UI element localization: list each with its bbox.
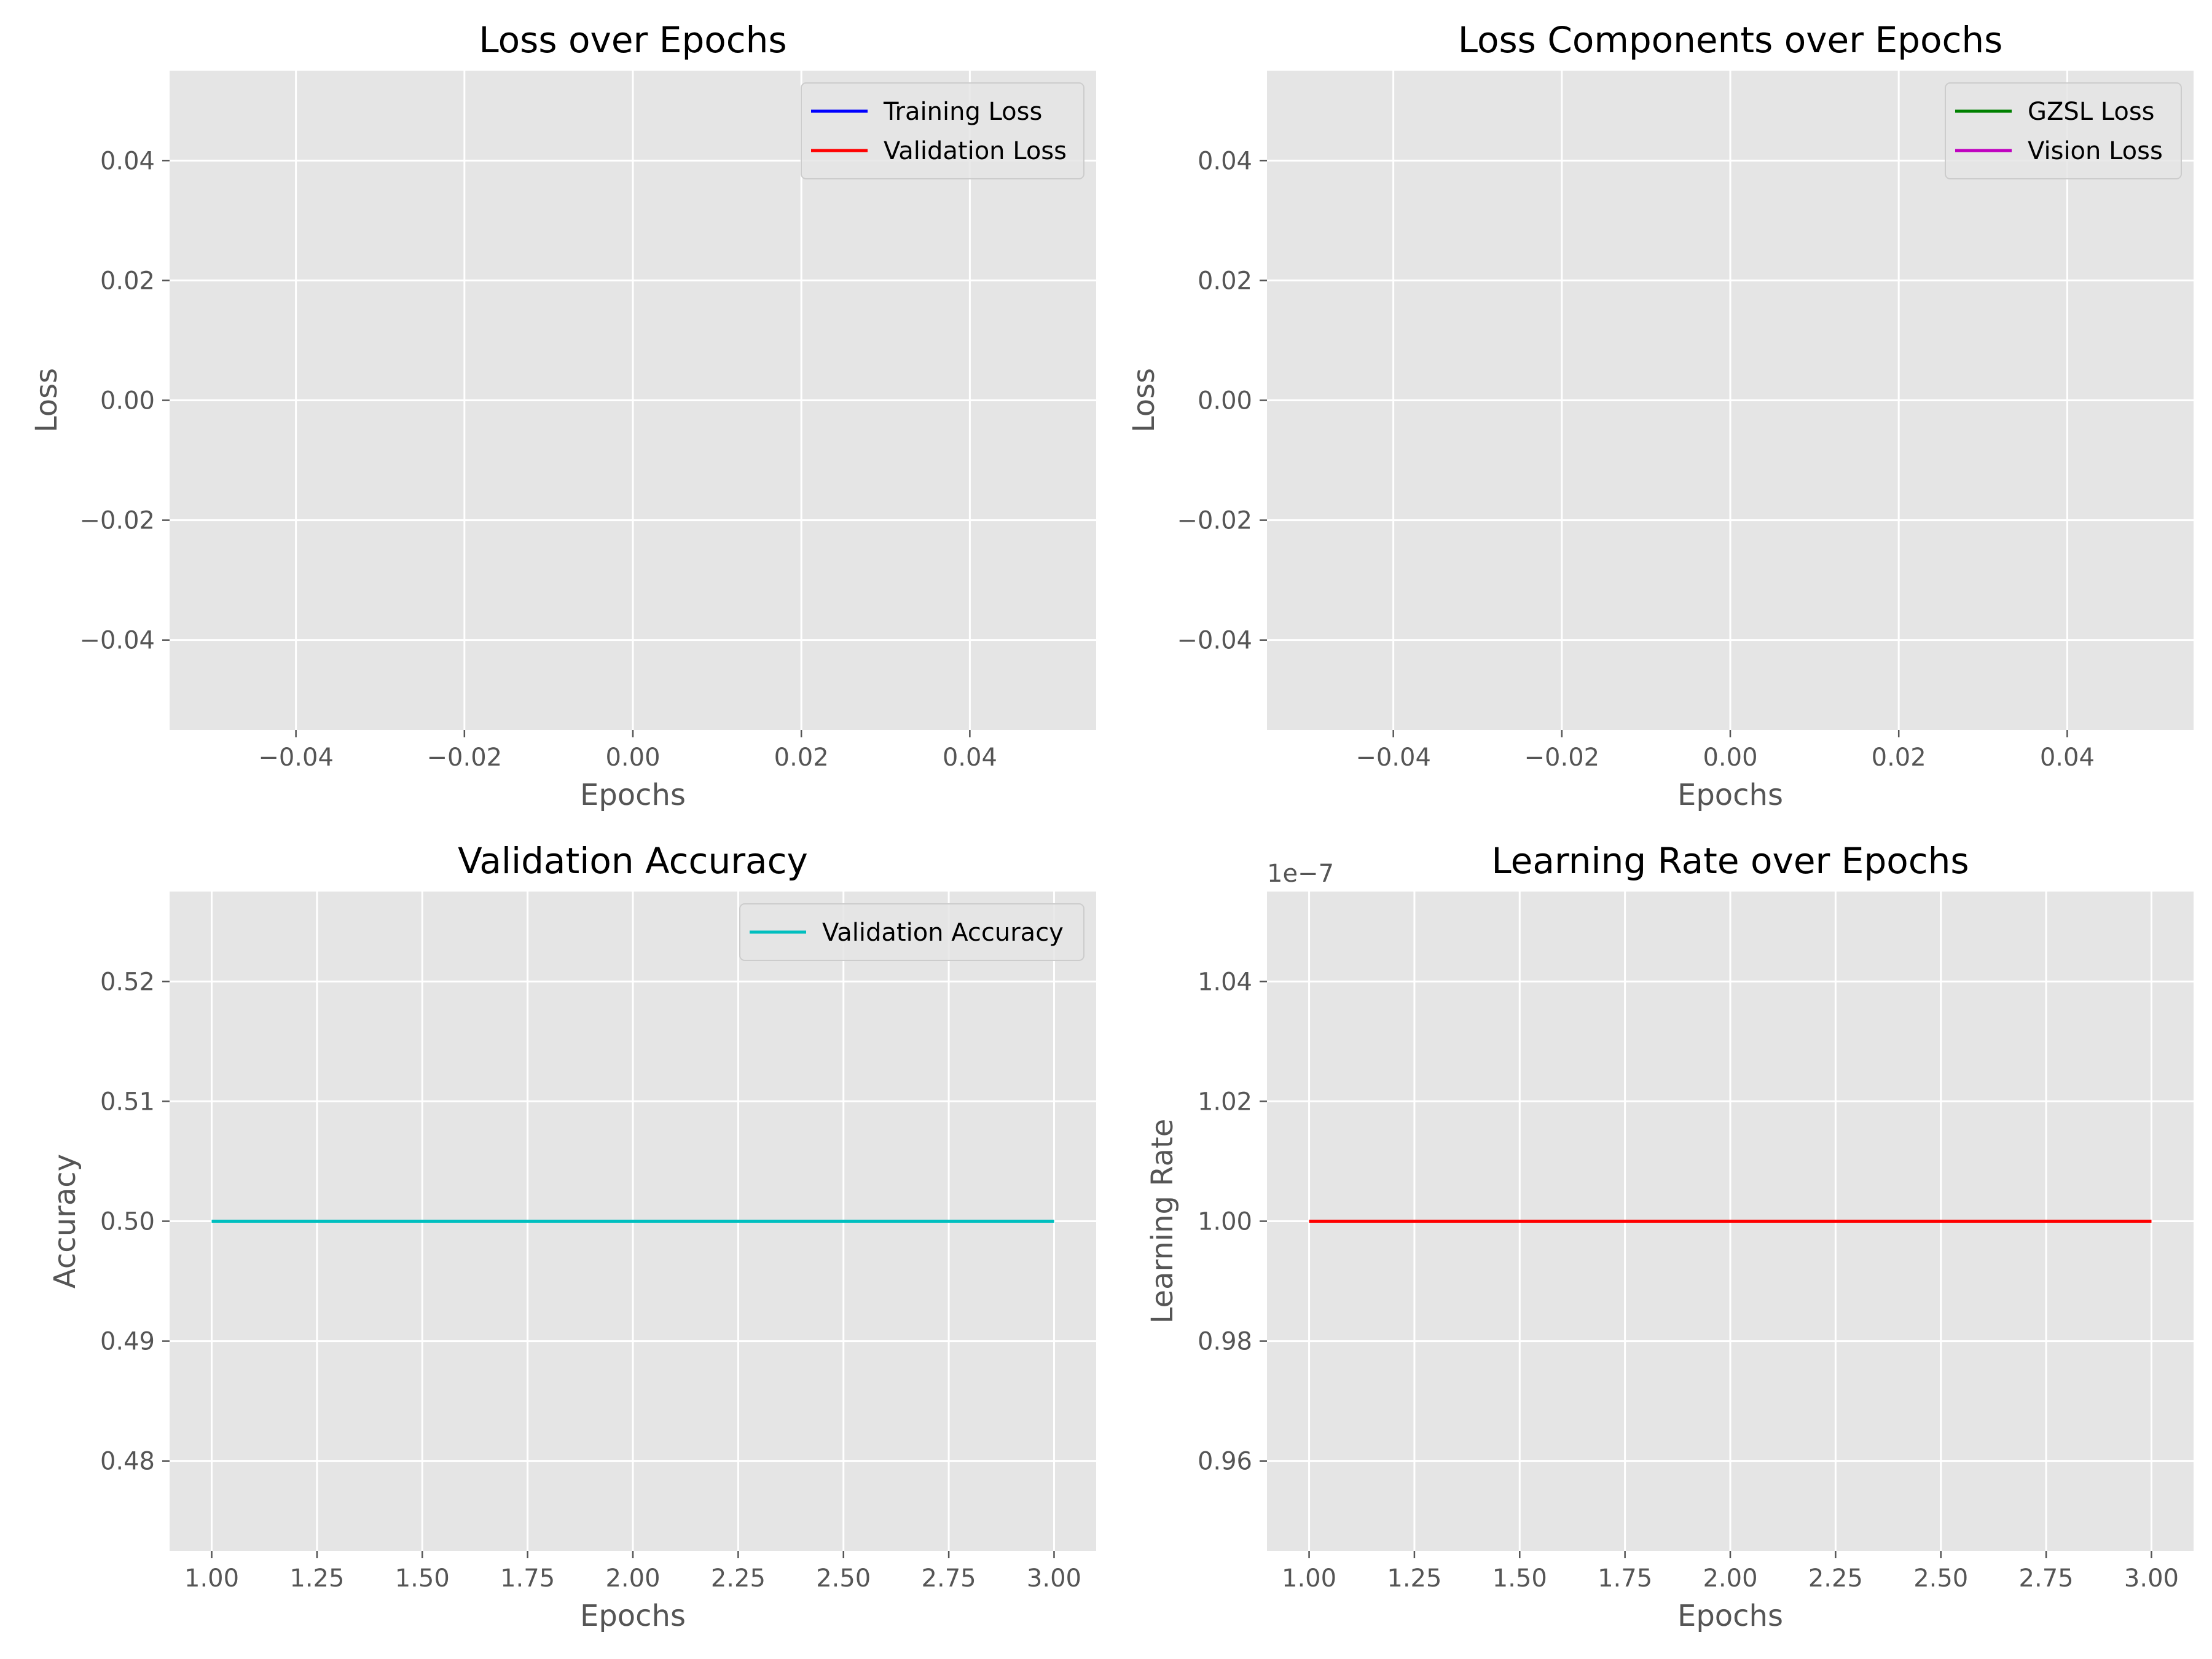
y-axis-label: Learning Rate [1145, 1119, 1180, 1324]
y-tick-label: −0.02 [79, 507, 155, 535]
x-tick-label: −0.02 [427, 743, 503, 772]
legend-label: Validation Accuracy [822, 919, 1064, 947]
y-tick-label: 0.04 [100, 147, 155, 175]
x-tick-label: 1.50 [395, 1564, 450, 1593]
chart-title: Loss Components over Epochs [1458, 19, 2003, 61]
subplot-1: −0.04 −0.02 0.00 0.02 0.04 −0.04 −0.02 0.00 0.02… [29, 19, 1096, 812]
y-tick-label: 0.96 [1198, 1448, 1252, 1476]
y-tick-label: 1.04 [1198, 968, 1252, 996]
y-axis-label: Loss [29, 368, 64, 433]
x-axis-label: Epochs [580, 1599, 686, 1633]
chart-title: Learning Rate over Epochs [1491, 840, 1969, 882]
x-tick-label: 0.00 [605, 743, 660, 772]
y-tick-label: 0.48 [100, 1448, 155, 1476]
subplot-3: 1.00 1.25 1.50 1.75 2.00 2.25 2.50 2.75 3.00 0.48… [48, 840, 1096, 1633]
y-tick-label: 0.00 [100, 387, 155, 415]
x-tick-label: 0.02 [1872, 743, 1926, 772]
x-tick-label: −0.04 [1355, 743, 1431, 772]
axis-offset-label: 1e−7 [1267, 860, 1334, 888]
y-tick-label: 0.02 [1198, 267, 1252, 295]
y-tick-label: 0.98 [1198, 1328, 1252, 1356]
x-tick-label: 0.04 [2040, 743, 2095, 772]
x-tick-label: 1.25 [289, 1564, 344, 1593]
y-tick-label: 0.49 [100, 1328, 155, 1356]
y-tick-label: 0.52 [100, 968, 155, 996]
legend-label: Training Loss [883, 98, 1042, 126]
y-tick-label: 0.02 [100, 267, 155, 295]
y-tick-label: 0.00 [1198, 387, 1252, 415]
x-tick-label: 3.00 [1027, 1564, 1081, 1593]
x-tick-label: 1.00 [1282, 1564, 1336, 1593]
y-tick-label: −0.04 [79, 627, 155, 655]
x-axis-label: Epochs [1677, 778, 1783, 812]
x-tick-label: 2.50 [1913, 1564, 1968, 1593]
x-axis-label: Epochs [580, 778, 686, 812]
x-tick-label: 2.75 [2019, 1564, 2074, 1593]
x-tick-label: 2.00 [1703, 1564, 1757, 1593]
y-tick-label: −0.04 [1177, 627, 1252, 655]
x-tick-label: 0.00 [1703, 743, 1757, 772]
legend-label: Vision Loss [2028, 137, 2163, 165]
x-tick-label: 1.75 [500, 1564, 555, 1593]
x-tick-label: 1.25 [1387, 1564, 1441, 1593]
x-axis-label: Epochs [1677, 1599, 1783, 1633]
legend-box [1945, 82, 2182, 179]
legend: Training Loss Validation Loss [801, 82, 1084, 179]
chart-title: Loss over Epochs [479, 19, 786, 61]
x-tick-label: 1.75 [1598, 1564, 1652, 1593]
chart-title: Validation Accuracy [458, 840, 808, 882]
legend-box [801, 82, 1084, 179]
x-tick-label: 3.00 [2124, 1564, 2179, 1593]
y-axis-label: Accuracy [48, 1154, 82, 1288]
x-tick-label: 1.50 [1492, 1564, 1547, 1593]
x-tick-label: 2.25 [711, 1564, 766, 1593]
y-tick-label: 0.51 [100, 1088, 155, 1116]
legend-box [739, 903, 1084, 961]
x-tick-label: 2.75 [922, 1564, 976, 1593]
subplot-2: −0.04 −0.02 0.00 0.02 0.04 −0.04 −0.02 0.00 0.02… [1127, 19, 2194, 812]
legend: GZSL Loss Vision Loss [1945, 82, 2182, 179]
x-tick-label: 2.00 [605, 1564, 660, 1593]
x-tick-label: 0.02 [774, 743, 829, 772]
y-tick-label: 1.00 [1198, 1208, 1252, 1236]
x-tick-label: 2.50 [816, 1564, 871, 1593]
y-tick-label: −0.02 [1177, 507, 1252, 535]
x-tick-label: −0.02 [1524, 743, 1600, 772]
y-tick-label: 1.02 [1198, 1088, 1252, 1116]
legend-label: GZSL Loss [2028, 98, 2155, 126]
x-tick-label: −0.04 [258, 743, 334, 772]
legend: Validation Accuracy [739, 903, 1084, 961]
x-tick-label: 1.00 [184, 1564, 239, 1593]
subplot-4: 1.00 1.25 1.50 1.75 2.00 2.25 2.50 2.75 3.00 0.96… [1145, 840, 2194, 1633]
y-axis-label: Loss [1127, 368, 1161, 433]
x-tick-label: 2.25 [1808, 1564, 1863, 1593]
y-tick-label: 0.50 [100, 1208, 155, 1236]
legend-label: Validation Loss [884, 137, 1067, 165]
y-tick-label: 0.04 [1198, 147, 1252, 175]
x-tick-label: 0.04 [943, 743, 997, 772]
